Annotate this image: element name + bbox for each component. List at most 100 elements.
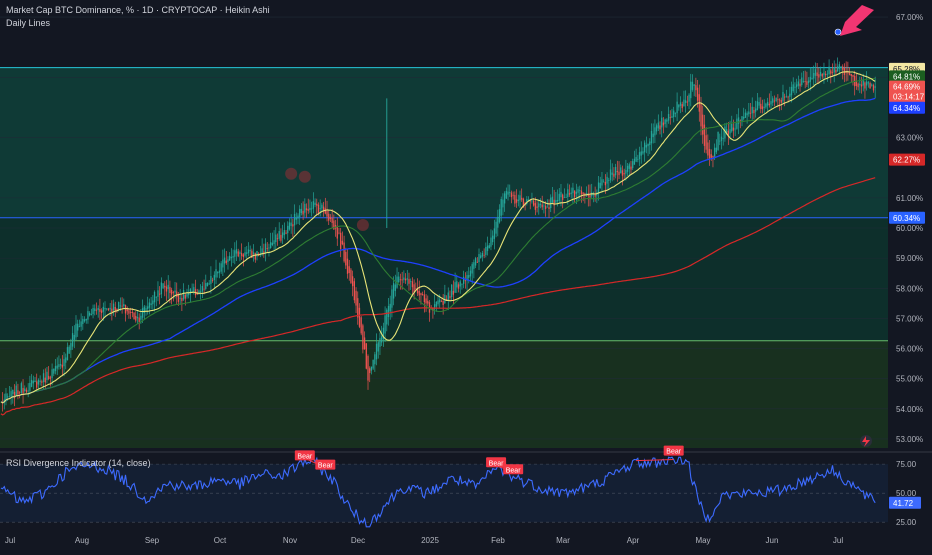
bear-divergence-line [636, 458, 674, 462]
price-tick-label: 61.00% [896, 194, 923, 203]
candle-body [331, 218, 333, 223]
candle-body [442, 301, 444, 305]
candle-body [145, 308, 147, 310]
candle-body [418, 291, 420, 296]
candle-body [867, 82, 870, 84]
candle-body [637, 158, 639, 160]
candle-body [860, 84, 863, 87]
candle-body [186, 293, 188, 297]
candle-body [321, 204, 323, 209]
candle-body [644, 142, 646, 153]
candle-body [73, 334, 75, 340]
candle-body [773, 100, 776, 102]
candle-body [410, 281, 412, 283]
candle-body [309, 207, 311, 211]
candle-body [577, 189, 579, 193]
current-price-bg [889, 80, 925, 103]
candle-body [500, 198, 502, 216]
candle-body [567, 189, 569, 198]
candle-body [128, 310, 130, 314]
candle-body [807, 80, 810, 84]
candle-body [114, 306, 116, 311]
candle-body [452, 290, 455, 295]
candle-body [563, 196, 566, 198]
candle-body [826, 73, 829, 75]
candle-body [413, 284, 415, 293]
candle-body [124, 305, 127, 314]
candle-body [411, 281, 414, 288]
candle-body [495, 221, 497, 234]
candle-body [433, 304, 436, 310]
candle-body [514, 195, 516, 204]
candle-body [676, 101, 678, 114]
candle-body [739, 120, 741, 122]
candle-body [205, 283, 207, 289]
candle-body [582, 192, 584, 195]
candle-body [521, 197, 523, 200]
candle-body [155, 296, 157, 298]
sma-long-line [0, 177, 876, 416]
candle-body [816, 72, 818, 76]
candle-body [724, 126, 726, 139]
candle-body [13, 391, 16, 399]
bear-label-bg [315, 459, 336, 470]
candle-body [857, 83, 859, 88]
rsi-title: RSI Divergence Indicator (14, close) [6, 458, 151, 468]
candle-body [831, 72, 834, 73]
rsi-tick-label: 50.00 [896, 489, 917, 498]
candle-body [100, 310, 103, 314]
candle-body [565, 197, 567, 198]
candle-body [485, 247, 487, 255]
candle-body [39, 380, 41, 383]
rsi-line [0, 456, 876, 528]
candle-body [633, 158, 636, 165]
candles [1, 57, 876, 412]
candle-body [775, 97, 777, 102]
candle-body [707, 142, 709, 156]
candle-body [234, 250, 236, 257]
candle-body [99, 309, 101, 312]
candle-body [471, 264, 473, 274]
candle-body [399, 279, 402, 281]
candle-body [200, 291, 202, 293]
x-tick-label: Jul [5, 536, 15, 545]
sma-fast-tag-bg [889, 70, 925, 83]
candle-body [37, 379, 40, 385]
candle-body [193, 287, 195, 292]
candle-body [177, 294, 180, 302]
candle-body [283, 230, 285, 236]
candle-body [280, 234, 282, 241]
candle-body [107, 308, 110, 311]
candle-body [218, 270, 221, 273]
candle-body [20, 383, 22, 393]
candle-body [77, 323, 79, 331]
candle-body [684, 100, 687, 103]
x-tick-label: Nov [283, 536, 297, 545]
candle-body [70, 343, 72, 351]
candle-body [49, 377, 52, 379]
candle-body [836, 66, 839, 72]
candle-body [256, 250, 258, 257]
price-axis: 67.00%65.00%63.00%61.00%60.00%59.00%58.0… [889, 13, 925, 444]
candle-body [401, 279, 403, 281]
candle-body [404, 278, 407, 281]
candle-body [392, 283, 395, 299]
candle-body [852, 75, 854, 77]
candle-body [65, 357, 67, 363]
candle-body [326, 211, 328, 217]
candle-body [94, 308, 96, 312]
candle-body [131, 312, 133, 313]
candle-body [801, 77, 803, 85]
candle-body [681, 104, 683, 109]
candle-body [285, 232, 287, 234]
candle-body [717, 131, 719, 150]
candle-body [147, 306, 149, 309]
candle-body [466, 275, 468, 281]
upper-zone [0, 67, 888, 218]
level-tag: 65.28% [893, 65, 920, 74]
candle-body [847, 72, 849, 74]
candle-body [80, 321, 82, 327]
x-tick-label: Oct [214, 536, 227, 545]
candle-body [32, 380, 34, 384]
